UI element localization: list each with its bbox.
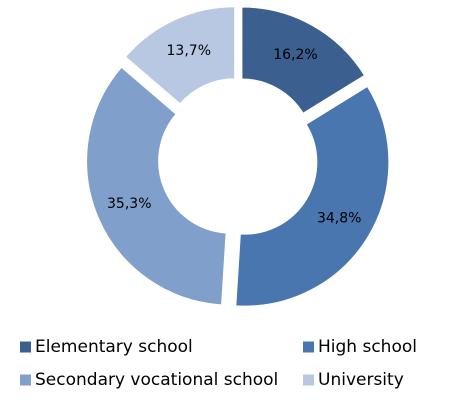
value-label: 16,2% <box>273 47 317 63</box>
legend-swatch <box>303 341 314 353</box>
legend-label: High school <box>318 337 417 357</box>
legend-label: University <box>318 370 404 390</box>
value-label: 35,3% <box>107 196 151 212</box>
slice <box>86 66 227 306</box>
slice <box>124 6 236 105</box>
legend-swatch <box>20 374 31 386</box>
legend-label: Elementary school <box>35 337 193 357</box>
legend-swatch <box>303 374 314 386</box>
slice <box>241 6 366 114</box>
legend-label: Secondary vocational school <box>35 370 278 390</box>
value-label: 34,8% <box>317 211 361 227</box>
legend-swatch <box>20 341 31 353</box>
slice <box>235 85 390 307</box>
value-label: 13,7% <box>167 43 211 59</box>
